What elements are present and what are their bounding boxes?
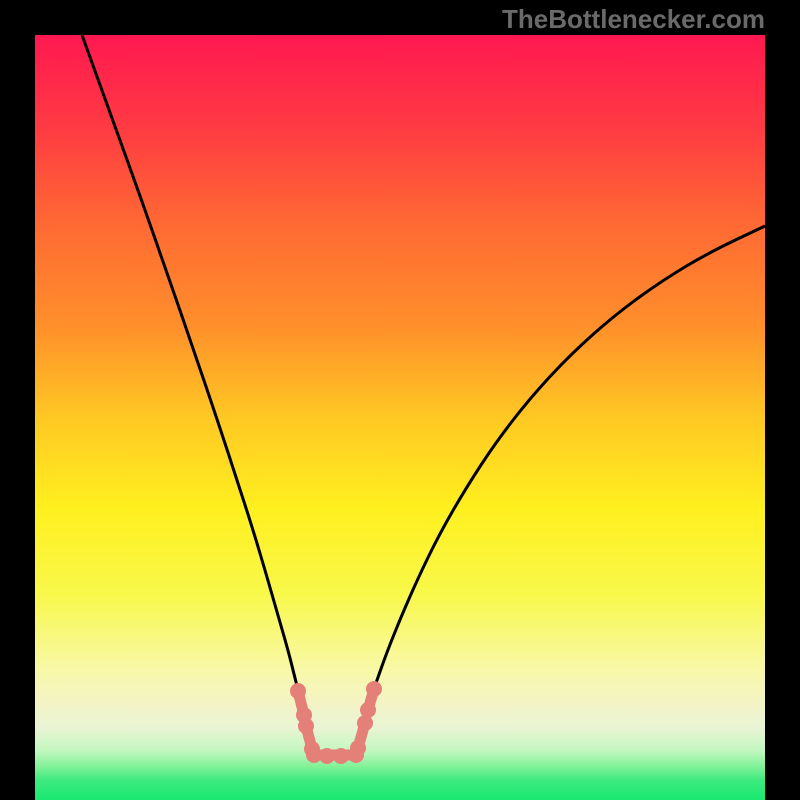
marker-dot bbox=[298, 718, 314, 734]
marker-dot bbox=[333, 748, 349, 764]
chart-canvas: TheBottlenecker.com bbox=[0, 0, 800, 800]
watermark-text: TheBottlenecker.com bbox=[502, 4, 765, 35]
marker-dot bbox=[348, 747, 364, 763]
marker-dot bbox=[319, 748, 335, 764]
plot-area bbox=[35, 35, 765, 800]
marker-dot bbox=[290, 683, 306, 699]
marker-dot bbox=[360, 702, 376, 718]
chart-svg bbox=[35, 35, 765, 800]
marker-dot bbox=[366, 681, 382, 697]
bottleneck-curve bbox=[82, 35, 765, 755]
